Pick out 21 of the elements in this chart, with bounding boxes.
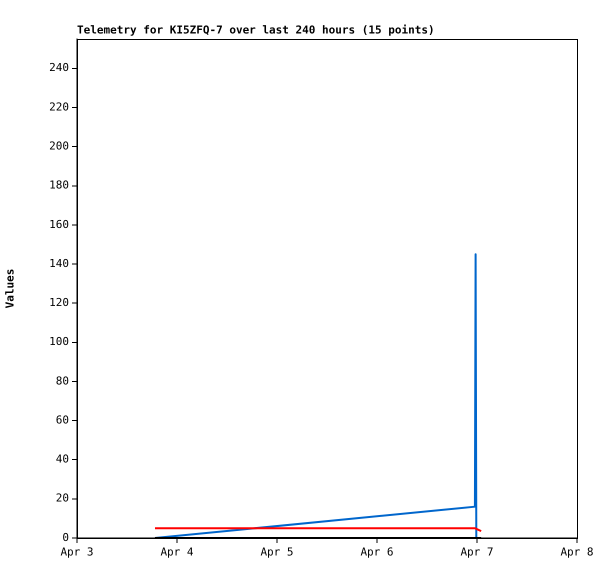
y-tick-label: 200	[49, 139, 69, 152]
x-tick-label: Apr 3	[60, 545, 94, 558]
x-tick-label: Apr 5	[260, 545, 294, 558]
y-axis-title: Values	[3, 268, 16, 308]
y-tick-label: 220	[49, 100, 69, 114]
y-tick-label: 40	[56, 452, 69, 466]
y-tick-label: 60	[56, 413, 69, 426]
y-tick-label: 80	[56, 374, 69, 388]
y-tick-label: 180	[49, 178, 69, 192]
x-tick-label: Apr 6	[360, 545, 394, 558]
y-tick-label: 120	[49, 296, 69, 310]
x-tick-label: Apr 8	[560, 545, 594, 558]
y-tick-label: 240	[49, 61, 69, 74]
chart-title: Telemetry for KI5ZFQ-7 over last 240 hours (15 points)	[77, 23, 435, 36]
y-tick-label: 0	[62, 530, 69, 544]
y-tick-label: 20	[56, 492, 69, 505]
x-tick-label: Apr 4	[160, 545, 194, 558]
y-tick-label: 160	[49, 218, 69, 231]
x-tick-label: Apr 7	[460, 545, 494, 558]
y-tick-label: 100	[49, 335, 69, 348]
y-tick-label: 140	[49, 256, 69, 270]
